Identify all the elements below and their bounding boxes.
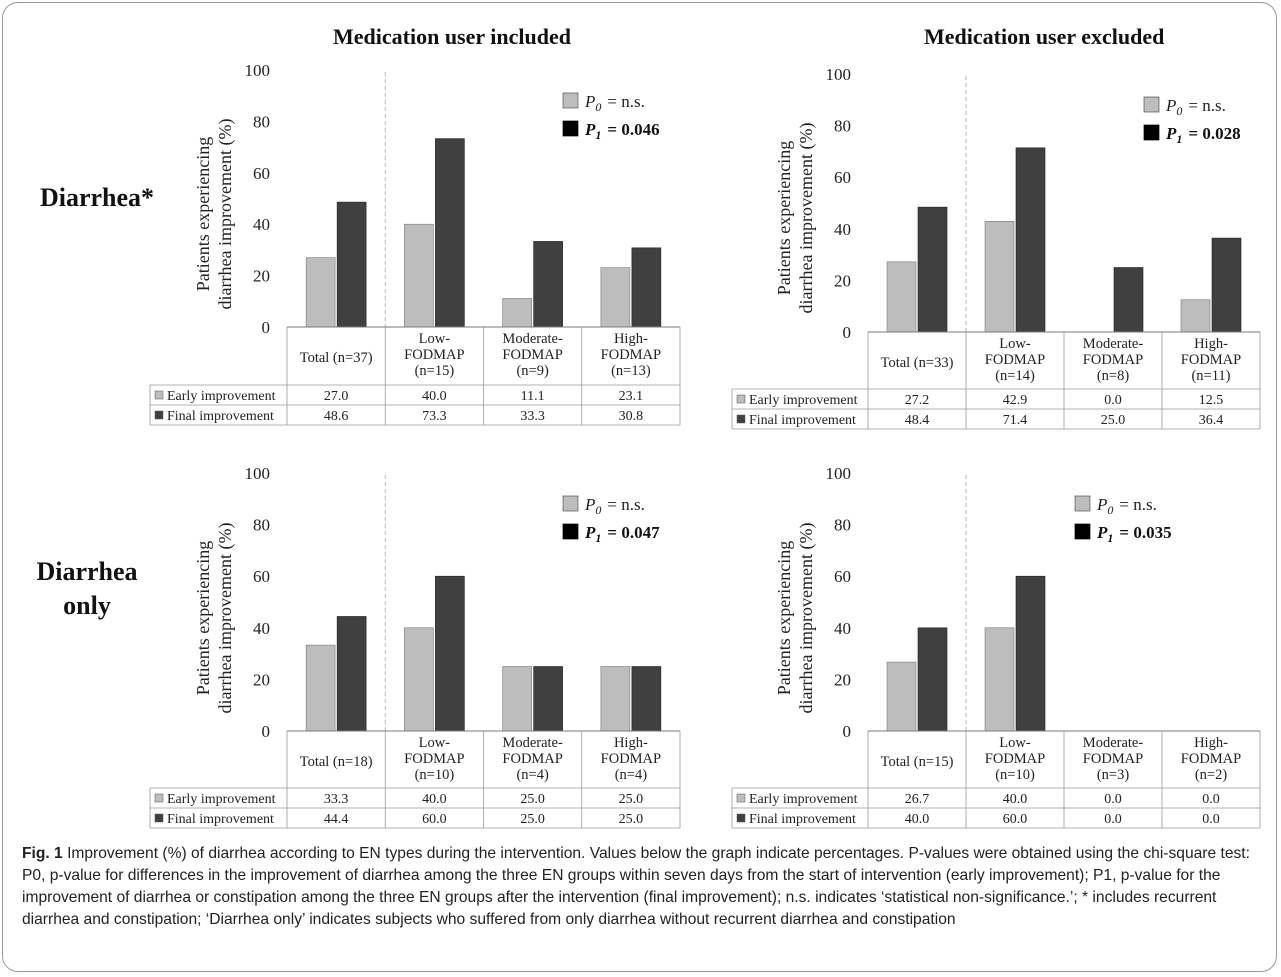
row-title-line: Diarrhea* <box>39 183 155 212</box>
row-title-diarrhea: Diarrhea* <box>22 181 172 215</box>
caption-label: Fig. 1 <box>22 845 63 862</box>
row-title-line: only <box>63 591 111 620</box>
column-title-medication-included: Medication user included <box>333 24 571 49</box>
column-title-medication-excluded: Medication user excluded <box>924 24 1165 49</box>
caption-text: Improvement (%) of diarrhea according to… <box>22 845 1250 928</box>
figure-caption: Fig. 1 Improvement (%) of diarrhea accor… <box>22 843 1262 931</box>
row-title-diarrhea-only: Diarrhea only <box>22 555 152 623</box>
row-title-line: Diarrhea <box>36 557 138 586</box>
